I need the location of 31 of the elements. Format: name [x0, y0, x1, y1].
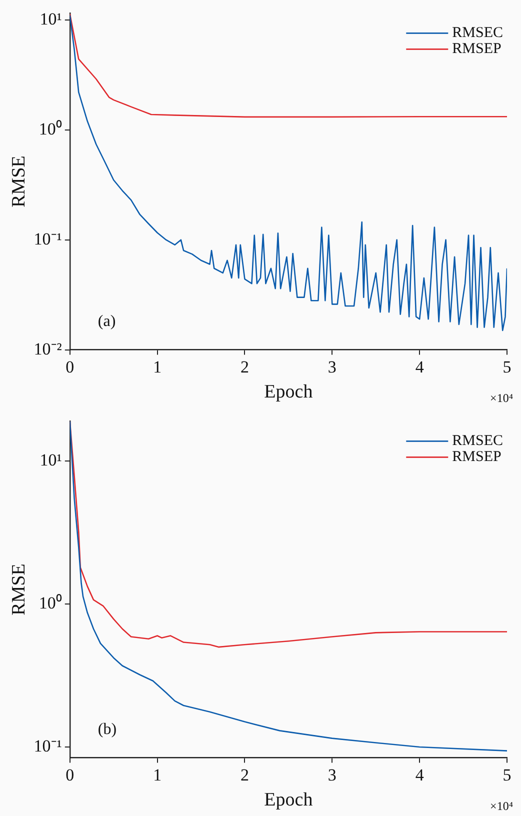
x-tick-label: 3 — [328, 357, 336, 376]
x-axis-title: Epoch — [264, 790, 314, 811]
x-tick-label: 2 — [240, 357, 249, 376]
x-tick-label: 1 — [153, 765, 162, 784]
x-tick-label: 0 — [66, 357, 74, 376]
x-tick-label: 1 — [153, 357, 162, 376]
text: ×10⁴ — [490, 799, 513, 813]
x-axis-title: Epoch — [264, 382, 314, 403]
x-tick-label: 0 — [66, 765, 74, 784]
y-tick-label: 10⁻¹ — [34, 736, 62, 756]
legend-label: RMSEC — [452, 433, 504, 450]
legend-label: RMSEC — [452, 25, 504, 42]
annotation: (a) — [98, 312, 116, 330]
y-tick-label: 10¹ — [40, 9, 62, 28]
x-tick-label: 5 — [502, 357, 512, 376]
y-axis-title: RMSE — [8, 156, 30, 208]
y-tick-label: 10⁰ — [38, 119, 62, 138]
annotation: (b) — [98, 720, 117, 738]
x-tick-label: 5 — [502, 765, 512, 784]
y-tick-label: 10⁻² — [34, 339, 62, 358]
x-tick-label: 4 — [415, 357, 424, 376]
x-tick-label: 2 — [240, 765, 249, 784]
legend-label: RMSEP — [452, 41, 502, 58]
x-tick-label: 3 — [328, 765, 336, 784]
y-tick-label: 10⁰ — [38, 593, 62, 612]
legend-label: RMSEP — [452, 449, 502, 466]
x-tick-label: 4 — [415, 765, 424, 784]
y-tick-label: 10¹ — [40, 450, 62, 470]
y-axis-title: RMSE — [8, 564, 30, 616]
text: ×10⁴ — [490, 391, 513, 405]
y-tick-label: 10⁻¹ — [34, 229, 62, 248]
